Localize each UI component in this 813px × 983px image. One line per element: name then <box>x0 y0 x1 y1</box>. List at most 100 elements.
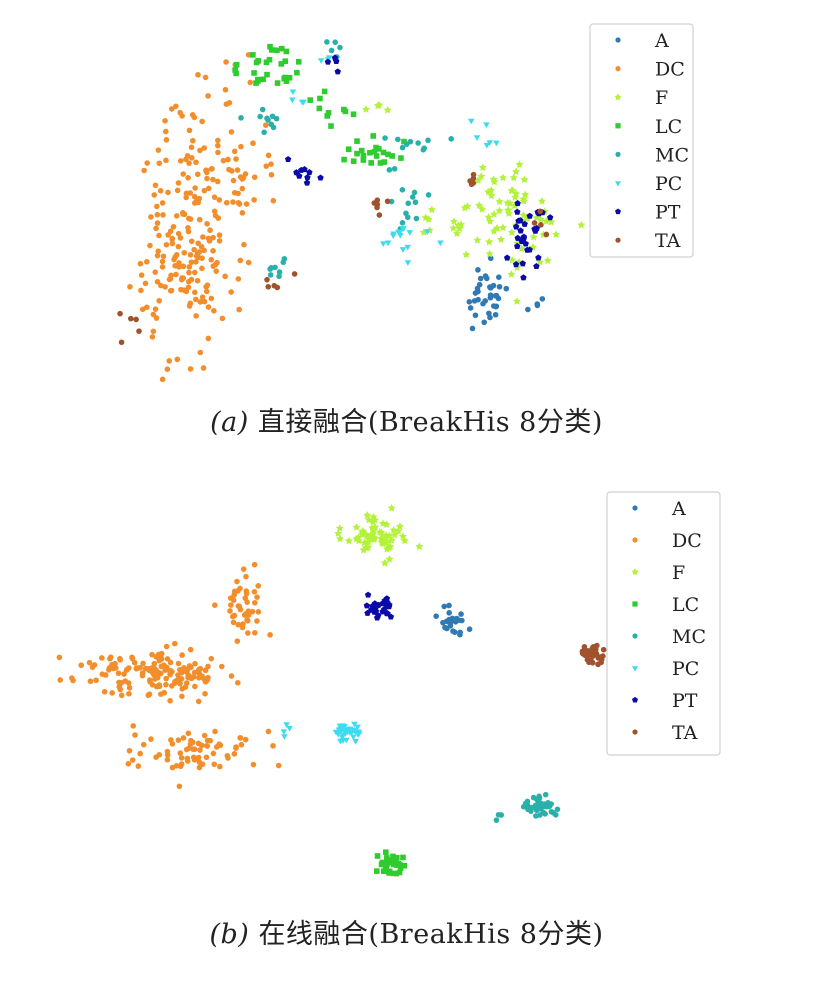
point-ta <box>543 231 550 238</box>
point-dc <box>174 187 181 194</box>
point-mc <box>395 136 401 143</box>
point-dc <box>267 632 273 638</box>
point-dc <box>211 194 218 200</box>
point-pt <box>521 220 528 227</box>
point-pt <box>284 155 292 163</box>
point-ta <box>374 204 380 211</box>
legend-marker-lc <box>615 123 621 129</box>
legend-marker-f <box>614 93 622 101</box>
point-pt <box>514 242 521 250</box>
point-a <box>441 603 448 610</box>
point-f <box>486 217 495 225</box>
point-dc <box>169 236 175 243</box>
point-dc <box>236 603 243 610</box>
point-dc <box>254 594 260 600</box>
point-dc <box>180 210 186 216</box>
series-mc-a <box>238 39 455 280</box>
caption-a-label: (a) <box>210 407 249 438</box>
point-mc <box>498 812 505 818</box>
point-pc <box>390 233 397 240</box>
point-lc <box>396 869 403 876</box>
point-dc <box>144 160 150 166</box>
point-lc <box>380 149 387 156</box>
point-lc <box>274 47 280 54</box>
point-f <box>478 163 487 171</box>
point-pt <box>306 169 313 176</box>
point-dc <box>144 304 150 311</box>
point-dc <box>203 169 210 176</box>
point-a <box>446 602 452 609</box>
point-lc <box>278 61 285 67</box>
point-dc <box>175 180 182 186</box>
point-ta <box>581 644 588 650</box>
point-dc <box>179 693 185 700</box>
point-f <box>552 230 561 238</box>
point-pt <box>333 57 340 65</box>
point-dc <box>152 269 159 275</box>
point-dc <box>78 662 84 669</box>
point-dc <box>210 248 216 254</box>
point-f <box>520 175 529 184</box>
point-mc <box>535 806 542 812</box>
point-dc <box>161 689 168 696</box>
point-dc <box>130 723 137 729</box>
point-dc <box>150 311 157 318</box>
point-dc <box>229 168 235 174</box>
point-dc <box>201 298 208 305</box>
point-dc <box>186 269 192 276</box>
point-dc <box>192 683 198 690</box>
point-dc <box>204 175 210 182</box>
point-dc <box>231 751 238 757</box>
point-dc <box>175 672 181 678</box>
point-dc <box>211 761 218 768</box>
point-mc <box>386 167 393 173</box>
point-f <box>449 217 458 225</box>
legend-label-a: A <box>654 30 669 52</box>
point-dc <box>216 232 223 238</box>
point-pt <box>324 58 332 65</box>
point-f <box>542 217 551 225</box>
caption-b-label: (b) <box>209 919 250 950</box>
point-ta <box>531 220 538 226</box>
point-lc <box>393 862 400 868</box>
point-mc <box>404 214 411 221</box>
point-mc <box>280 259 287 266</box>
point-f <box>532 213 541 222</box>
point-dc <box>231 148 238 155</box>
point-mc <box>425 192 432 198</box>
point-dc <box>142 280 149 287</box>
point-dc <box>245 630 251 636</box>
point-pc <box>289 89 297 96</box>
point-pc <box>493 140 500 147</box>
point-f <box>370 533 379 542</box>
point-dc <box>177 750 184 756</box>
point-dc <box>242 736 249 743</box>
point-dc <box>239 185 246 192</box>
point-dc <box>251 589 258 595</box>
point-dc <box>202 74 209 81</box>
point-a <box>440 619 446 626</box>
point-dc <box>127 283 133 290</box>
point-dc <box>118 692 125 699</box>
point-lc <box>286 74 293 81</box>
point-ta <box>585 647 591 654</box>
point-f <box>336 534 344 543</box>
point-lc <box>264 71 270 78</box>
point-dc <box>167 667 174 674</box>
point-dc <box>185 284 192 291</box>
point-mc <box>528 808 534 814</box>
point-dc <box>198 243 205 250</box>
point-dc <box>178 755 185 761</box>
point-dc <box>151 192 158 198</box>
point-dc <box>208 166 215 172</box>
point-dc <box>245 52 252 58</box>
point-dc <box>247 79 254 86</box>
point-lc <box>350 158 357 164</box>
point-dc <box>154 211 161 218</box>
point-lc <box>250 52 256 58</box>
point-dc <box>160 212 166 218</box>
point-pc <box>335 727 343 734</box>
point-mc <box>425 137 431 144</box>
point-f <box>487 191 496 200</box>
legend-frame <box>606 491 721 756</box>
